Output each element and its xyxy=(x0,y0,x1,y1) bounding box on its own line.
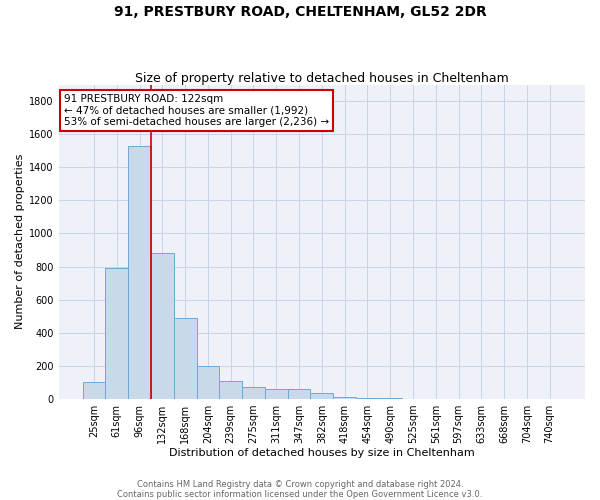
Bar xyxy=(242,388,265,399)
Text: Contains HM Land Registry data © Crown copyright and database right 2024.
Contai: Contains HM Land Registry data © Crown c… xyxy=(118,480,482,499)
Bar xyxy=(310,393,333,399)
Text: 91 PRESTBURY ROAD: 122sqm
← 47% of detached houses are smaller (1,992)
53% of se: 91 PRESTBURY ROAD: 122sqm ← 47% of detac… xyxy=(64,94,329,127)
Y-axis label: Number of detached properties: Number of detached properties xyxy=(15,154,25,330)
Bar xyxy=(151,254,174,399)
Bar xyxy=(287,389,310,399)
Title: Size of property relative to detached houses in Cheltenham: Size of property relative to detached ho… xyxy=(135,72,509,85)
Bar xyxy=(265,389,287,399)
Bar xyxy=(174,318,197,399)
Bar xyxy=(106,268,128,399)
Bar xyxy=(197,366,219,399)
X-axis label: Distribution of detached houses by size in Cheltenham: Distribution of detached houses by size … xyxy=(169,448,475,458)
Bar xyxy=(219,381,242,399)
Bar xyxy=(128,146,151,399)
Bar xyxy=(83,382,106,399)
Bar xyxy=(333,398,356,399)
Text: 91, PRESTBURY ROAD, CHELTENHAM, GL52 2DR: 91, PRESTBURY ROAD, CHELTENHAM, GL52 2DR xyxy=(113,5,487,19)
Bar xyxy=(356,398,379,399)
